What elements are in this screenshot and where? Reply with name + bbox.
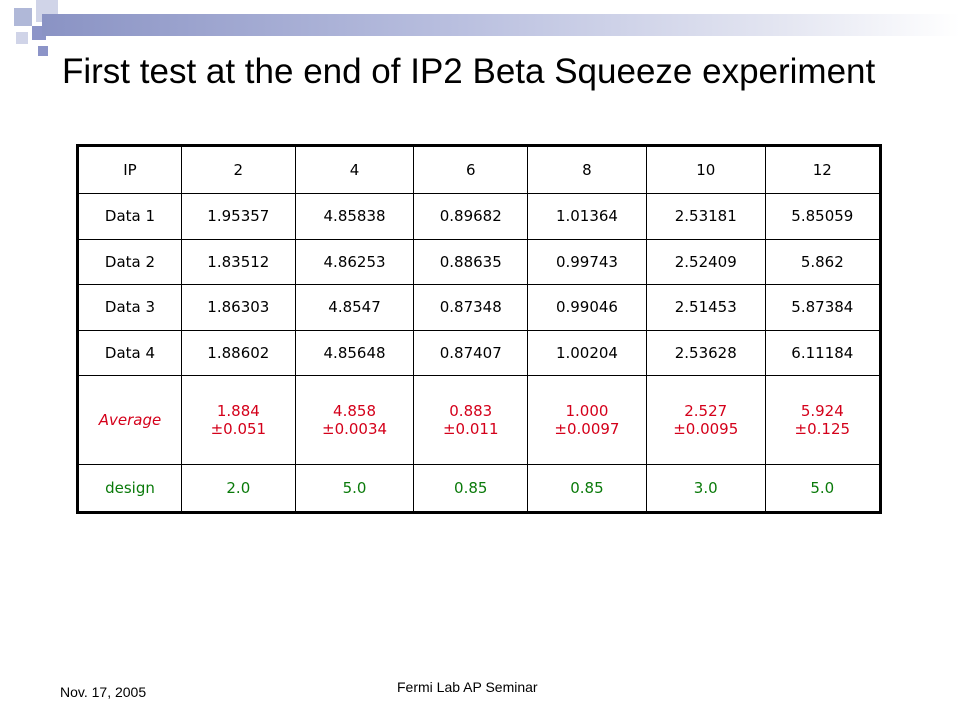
average-mean: 4.858 <box>333 402 376 421</box>
table-cell: 0.99743 <box>527 238 647 286</box>
header-cell: 10 <box>645 145 766 194</box>
table-cell: 6.11184 <box>764 329 882 377</box>
table-cell: 0.89682 <box>413 192 529 240</box>
header-cell: 6 <box>413 145 529 194</box>
header-gradient-bar <box>42 14 960 36</box>
average-cell: 4.858 ±0.0034 <box>294 375 415 465</box>
footer-date: Nov. 17, 2005 <box>60 684 147 700</box>
table-row: Data 2 1.83512 4.86253 0.88635 0.99743 2… <box>77 238 882 286</box>
average-error: ±0.011 <box>442 420 499 439</box>
average-cell: 1.884 ±0.051 <box>181 375 296 465</box>
table-cell: 0.88635 <box>413 238 529 286</box>
table-cell: 1.95357 <box>181 192 296 240</box>
average-cell: 1.000 ±0.0097 <box>527 375 647 465</box>
decor-square-1 <box>14 8 32 26</box>
average-mean: 0.883 <box>449 402 493 421</box>
table-row: Data 3 1.86303 4.8547 0.87348 0.99046 2.… <box>77 284 882 331</box>
table-cell: 1.88602 <box>181 329 296 377</box>
average-row: Average 1.884 ±0.051 4.858 ±0.0034 0.883 ±0… <box>77 375 882 465</box>
results-table: IP 2 4 6 8 10 12 Data 1 1.95357 4.85838 … <box>76 144 882 514</box>
design-label: design <box>77 463 182 514</box>
table-cell: 2.51453 <box>645 284 766 331</box>
design-cell: 0.85 <box>527 463 647 514</box>
slide-title: First test at the end of IP2 Beta Squeez… <box>62 52 876 91</box>
table-cell: 5.87384 <box>764 284 882 331</box>
table-row: Data 4 1.88602 4.85648 0.87407 1.00204 2… <box>77 329 882 377</box>
row-label: Data 3 <box>77 284 182 331</box>
average-mean: 2.527 <box>684 402 728 421</box>
table-cell: 2.53181 <box>645 192 766 240</box>
average-mean: 1.884 <box>216 402 260 421</box>
table-cell: 0.87348 <box>413 284 529 331</box>
table-cell: 1.86303 <box>181 284 296 331</box>
design-cell: 5.0 <box>764 463 882 514</box>
row-label: Data 4 <box>77 329 182 377</box>
table-cell: 2.52409 <box>645 238 766 286</box>
table-header-row: IP 2 4 6 8 10 12 <box>77 145 882 194</box>
average-mean: 1.000 <box>565 402 609 421</box>
design-cell: 5.0 <box>294 463 415 514</box>
header-cell: 2 <box>181 145 296 194</box>
table-cell: 4.85648 <box>294 329 415 377</box>
header-cell: IP <box>77 145 182 194</box>
table-cell: 4.85838 <box>294 192 415 240</box>
average-error: ±0.0097 <box>554 420 620 439</box>
design-cell: 0.85 <box>413 463 529 514</box>
average-label: Average <box>77 375 182 465</box>
row-label: Data 1 <box>77 192 182 240</box>
average-error: ±0.0034 <box>322 420 388 439</box>
table-cell: 1.83512 <box>181 238 296 286</box>
average-cell: 5.924 ±0.125 <box>764 375 882 465</box>
average-error: ±0.051 <box>210 420 267 439</box>
table-cell: 1.01364 <box>527 192 647 240</box>
table-cell: 2.53628 <box>645 329 766 377</box>
average-error: ±0.125 <box>794 420 851 439</box>
header-cell: 12 <box>764 145 882 194</box>
table-cell: 4.8547 <box>294 284 415 331</box>
decor-square-4 <box>16 32 28 44</box>
row-label: Data 2 <box>77 238 182 286</box>
average-cell: 0.883 ±0.011 <box>413 375 529 465</box>
table-row: Data 1 1.95357 4.85838 0.89682 1.01364 2… <box>77 192 882 240</box>
average-mean: 5.924 <box>800 402 844 421</box>
average-error: ±0.0095 <box>673 420 739 439</box>
table-cell: 0.99046 <box>527 284 647 331</box>
table-cell: 0.87407 <box>413 329 529 377</box>
design-cell: 3.0 <box>645 463 766 514</box>
decor-square-5 <box>38 46 48 56</box>
table-cell: 5.862 <box>764 238 882 286</box>
average-cell: 2.527 ±0.0095 <box>645 375 766 465</box>
footer-title: Fermi Lab AP Seminar <box>397 679 538 695</box>
header-cell: 4 <box>294 145 415 194</box>
table-cell: 5.85059 <box>764 192 882 240</box>
table-cell: 1.00204 <box>527 329 647 377</box>
design-row: design 2.0 5.0 0.85 0.85 3.0 5.0 <box>77 463 882 514</box>
design-cell: 2.0 <box>181 463 296 514</box>
header-cell: 8 <box>527 145 647 194</box>
table-cell: 4.86253 <box>294 238 415 286</box>
